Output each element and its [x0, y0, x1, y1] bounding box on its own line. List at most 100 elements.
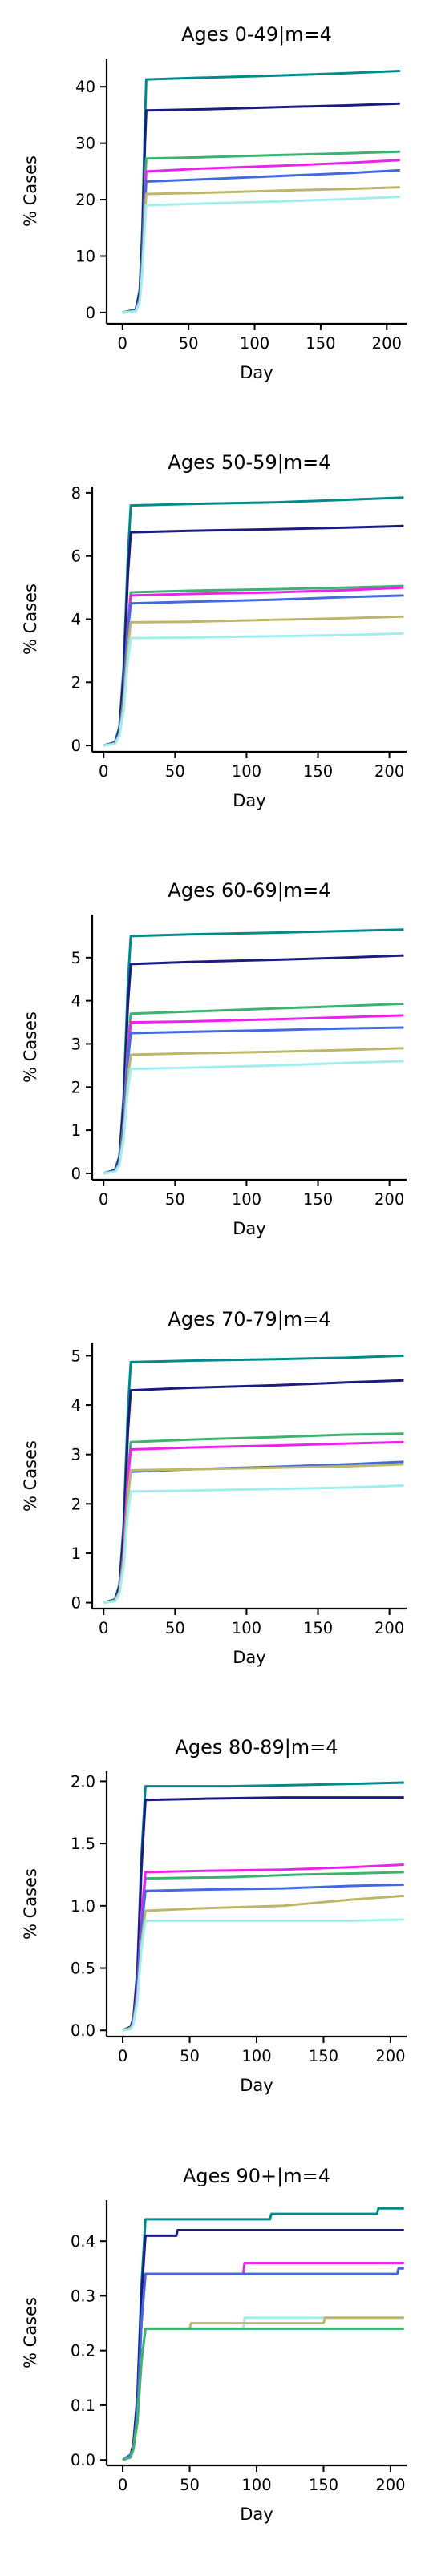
- series-line-green: [103, 584, 404, 747]
- y-tick-label: 4: [71, 611, 81, 629]
- series-line-green: [122, 2327, 404, 2461]
- x-tick-label: 150: [309, 2047, 338, 2065]
- series-line-blue: [122, 2267, 404, 2461]
- x-tick-label: 0: [118, 334, 127, 353]
- series-line-khaki: [103, 1463, 404, 1605]
- y-tick-label: 0.4: [71, 2232, 95, 2251]
- y-axis-label: % Cases: [21, 583, 40, 655]
- series-line-magenta: [103, 1014, 404, 1175]
- series-line-navy: [103, 954, 404, 1175]
- chart-title: Ages 70-79|m=4: [168, 1308, 330, 1330]
- y-tick-label: 6: [71, 547, 81, 566]
- y-tick-label: 20: [75, 191, 95, 209]
- series-line-teal: [122, 2207, 404, 2461]
- y-tick-label: 3: [71, 1035, 81, 1053]
- chart-panel-6: Ages 90+|m=4 0 50 100 150 200 0.0 0.1 0.2 0.3 0.4 D…: [21, 2165, 407, 2524]
- y-tick-label: 4: [71, 1396, 81, 1415]
- x-tick-label: 50: [180, 2476, 200, 2494]
- chart-panel-2: Ages 50-59|m=4 0 50 100 150 200 0 2 4 6 8 Day % Case…: [21, 451, 407, 810]
- y-tick-label: 1.0: [71, 1897, 95, 1916]
- chart-title: Ages 50-59|m=4: [168, 451, 330, 474]
- series-line-navy: [122, 102, 400, 314]
- y-tick-label: 0.0: [71, 2021, 95, 2040]
- y-axis-label: % Cases: [21, 1440, 40, 1512]
- x-tick-label: 150: [309, 2476, 338, 2494]
- series-line-magenta: [122, 159, 400, 314]
- x-tick-label: 100: [241, 2476, 271, 2494]
- y-tick-label: 0: [71, 1165, 81, 1183]
- series-line-cyan: [122, 196, 400, 314]
- y-tick-label: 0.1: [71, 2396, 95, 2415]
- y-tick-label: 1: [71, 1544, 81, 1563]
- series-line-khaki: [122, 1894, 404, 2032]
- y-tick-label: 3: [71, 1446, 81, 1464]
- x-axis-label: Day: [233, 1648, 265, 1667]
- y-tick-label: 0: [86, 304, 95, 322]
- x-tick-label: 100: [241, 2047, 271, 2065]
- x-tick-label: 50: [165, 1619, 185, 1637]
- chart-title: Ages 90+|m=4: [183, 2165, 330, 2187]
- x-tick-label: 150: [303, 762, 333, 781]
- y-tick-label: 10: [75, 247, 95, 265]
- chart-title: Ages 80-89|m=4: [175, 1736, 338, 1758]
- x-tick-label: 100: [232, 1190, 261, 1209]
- y-tick-label: 0.2: [71, 2342, 95, 2360]
- x-tick-label: 100: [240, 334, 269, 353]
- series-line-magenta: [103, 586, 404, 747]
- x-tick-label: 200: [374, 1190, 404, 1209]
- y-axis-label: % Cases: [21, 155, 40, 227]
- series-line-cyan: [103, 632, 404, 747]
- y-tick-label: 5: [71, 1347, 81, 1365]
- x-tick-label: 100: [232, 762, 261, 781]
- y-axis-label: % Cases: [21, 1868, 40, 1940]
- x-tick-label: 200: [374, 762, 404, 781]
- series-line-khaki: [122, 186, 400, 314]
- series-line-navy: [122, 2229, 404, 2461]
- y-tick-label: 40: [75, 78, 95, 96]
- chart-title: Ages 0-49|m=4: [181, 23, 332, 46]
- x-tick-label: 150: [303, 1619, 333, 1637]
- y-tick-label: 0: [71, 1594, 81, 1613]
- x-tick-label: 200: [375, 2047, 405, 2065]
- series-line-magenta: [122, 2262, 404, 2461]
- series-line-cyan: [103, 1060, 404, 1175]
- y-tick-label: 4: [71, 992, 81, 1011]
- series-line-blue: [103, 1460, 404, 1605]
- x-axis-label: Day: [240, 2505, 273, 2524]
- series-line-green: [122, 1871, 404, 2032]
- y-tick-label: 2: [71, 1495, 81, 1513]
- x-tick-label: 50: [180, 2047, 200, 2065]
- x-tick-label: 100: [232, 1619, 261, 1637]
- y-tick-label: 1: [71, 1121, 81, 1140]
- x-axis-label: Day: [240, 363, 273, 382]
- x-tick-label: 150: [306, 334, 335, 353]
- x-tick-label: 50: [165, 762, 185, 781]
- x-axis-label: Day: [233, 1219, 265, 1238]
- series-line-teal: [103, 1354, 404, 1605]
- y-tick-label: 5: [71, 949, 81, 967]
- x-tick-label: 200: [374, 1619, 404, 1637]
- x-tick-label: 50: [165, 1190, 185, 1209]
- series-line-green: [103, 1432, 404, 1605]
- chart-panel-1: Ages 0-49|m=4 0 50 100 150 200 0 10 20 30 40 Day % C…: [21, 23, 407, 382]
- y-tick-label: 0: [71, 737, 81, 755]
- y-tick-label: 2: [71, 673, 81, 692]
- x-tick-label: 0: [118, 2476, 127, 2494]
- y-axis-label: % Cases: [21, 2297, 40, 2368]
- y-tick-label: 8: [71, 484, 81, 503]
- x-tick-label: 0: [99, 1190, 108, 1209]
- chart-title: Ages 60-69|m=4: [168, 879, 330, 902]
- y-tick-label: 0.3: [71, 2287, 95, 2305]
- x-tick-label: 200: [375, 2476, 405, 2494]
- chart-panel-3: Ages 60-69|m=4 0 50 100 150 200 0 1 2 3 4 5 Day % Cas…: [21, 879, 407, 1238]
- chart-panel-4: Ages 70-79|m=4 0 50 100 150 200 0 1 2 3 4 5 Day % Cas…: [21, 1308, 407, 1667]
- x-tick-label: 200: [372, 334, 402, 353]
- y-tick-label: 1.5: [71, 1835, 95, 1853]
- series-line-khaki: [122, 2316, 404, 2461]
- x-tick-label: 150: [303, 1190, 333, 1209]
- series-line-cyan: [103, 1484, 404, 1605]
- series-line-cyan: [122, 1918, 404, 2032]
- x-tick-label: 0: [99, 762, 108, 781]
